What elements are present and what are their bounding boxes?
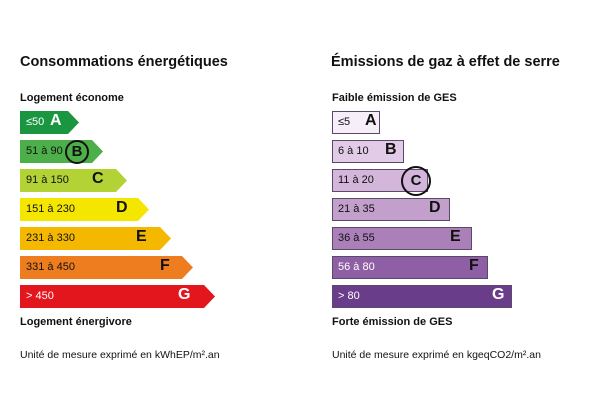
energy-class-f-range: 331 à 450 bbox=[26, 261, 75, 273]
ges-class-b-range: 6 à 10 bbox=[338, 145, 369, 157]
energy-class-g: > 450 G bbox=[20, 285, 215, 308]
energy-class-d-range: 151 à 230 bbox=[26, 203, 75, 215]
ges-class-e-letter: E bbox=[450, 228, 461, 245]
ges-class-g-letter: G bbox=[492, 286, 505, 303]
ges-class-c-range: 11 à 20 bbox=[338, 174, 374, 186]
ges-label-top: Faible émission de GES bbox=[332, 92, 457, 104]
energy-class-f-bar bbox=[20, 256, 193, 279]
ges-class-d: 21 à 35 D bbox=[332, 198, 450, 221]
energy-class-a: ≤50 A bbox=[20, 111, 79, 134]
ges-class-d-letter: D bbox=[429, 199, 441, 216]
ges-class-c: 11 à 20 C bbox=[332, 165, 431, 196]
energy-class-g-range: > 450 bbox=[26, 290, 54, 302]
energy-class-a-range: ≤50 bbox=[26, 116, 45, 128]
ges-unit: Unité de mesure exprimé en kgeqCO2/m².an bbox=[332, 349, 541, 361]
energy-label-top: Logement économe bbox=[20, 92, 124, 104]
energy-class-g-letter: G bbox=[178, 286, 191, 303]
energy-unit: Unité de mesure exprimé en kWhEP/m².an bbox=[20, 349, 220, 361]
energy-class-e: 231 à 330 E bbox=[20, 227, 171, 250]
energy-class-g-bar bbox=[20, 285, 215, 308]
ges-class-g: > 80 G bbox=[332, 285, 512, 308]
energy-label-panel: Consommations énergétiques Logement écon… bbox=[0, 0, 290, 400]
energy-class-e-bar bbox=[20, 227, 171, 250]
energy-class-b: 51 à 90 B bbox=[20, 139, 103, 164]
ges-class-d-range: 21 à 35 bbox=[338, 203, 375, 215]
ges-class-f: 56 à 80 F bbox=[332, 256, 488, 279]
energy-class-f: 331 à 450 F bbox=[20, 256, 193, 279]
energy-class-f-letter: F bbox=[160, 257, 170, 274]
ges-class-e: 36 à 55 E bbox=[332, 227, 472, 250]
energy-class-b-range: 51 à 90 bbox=[26, 145, 63, 157]
energy-class-c-letter: C bbox=[92, 170, 104, 187]
ges-class-a-letter: A bbox=[365, 112, 377, 129]
ges-label-bottom: Forte émission de GES bbox=[332, 316, 453, 328]
ges-class-b: 6 à 10 B bbox=[332, 140, 404, 163]
ges-class-f-letter: F bbox=[469, 257, 479, 274]
ges-class-a-range: ≤5 bbox=[338, 116, 351, 128]
ges-class-e-bar bbox=[332, 227, 472, 250]
energy-current-class-marker: B bbox=[65, 139, 89, 164]
energy-class-c-bar bbox=[20, 169, 127, 192]
energy-title: Consommations énergétiques bbox=[20, 54, 228, 70]
ges-class-f-range: 56 à 80 bbox=[338, 261, 375, 273]
energy-class-c-range: 91 à 150 bbox=[26, 174, 69, 186]
ges-class-f-bar bbox=[332, 256, 488, 279]
ges-label-panel: Émissions de gaz à effet de serre Faible… bbox=[300, 0, 590, 400]
energy-class-a-letter: A bbox=[50, 112, 62, 129]
energy-class-e-range: 231 à 330 bbox=[26, 232, 75, 244]
ges-class-a: ≤5 A bbox=[332, 111, 380, 134]
energy-class-e-letter: E bbox=[136, 228, 147, 245]
energy-class-d: 151 à 230 D bbox=[20, 198, 149, 221]
ges-class-a-bar bbox=[332, 111, 380, 134]
energy-class-d-letter: D bbox=[116, 199, 128, 216]
ges-class-d-bar bbox=[332, 198, 450, 221]
energy-label-bottom: Logement énergivore bbox=[20, 316, 132, 328]
energy-class-c: 91 à 150 C bbox=[20, 169, 127, 192]
ges-class-b-letter: B bbox=[385, 141, 397, 158]
ges-title: Émissions de gaz à effet de serre bbox=[331, 54, 560, 70]
ges-class-g-range: > 80 bbox=[338, 290, 360, 302]
energy-class-a-bar bbox=[20, 111, 79, 134]
ges-class-g-bar bbox=[332, 285, 512, 308]
ges-class-b-bar bbox=[332, 140, 404, 163]
ges-current-class-marker: C bbox=[401, 165, 431, 196]
ges-class-e-range: 36 à 55 bbox=[338, 232, 375, 244]
energy-class-d-bar bbox=[20, 198, 149, 221]
